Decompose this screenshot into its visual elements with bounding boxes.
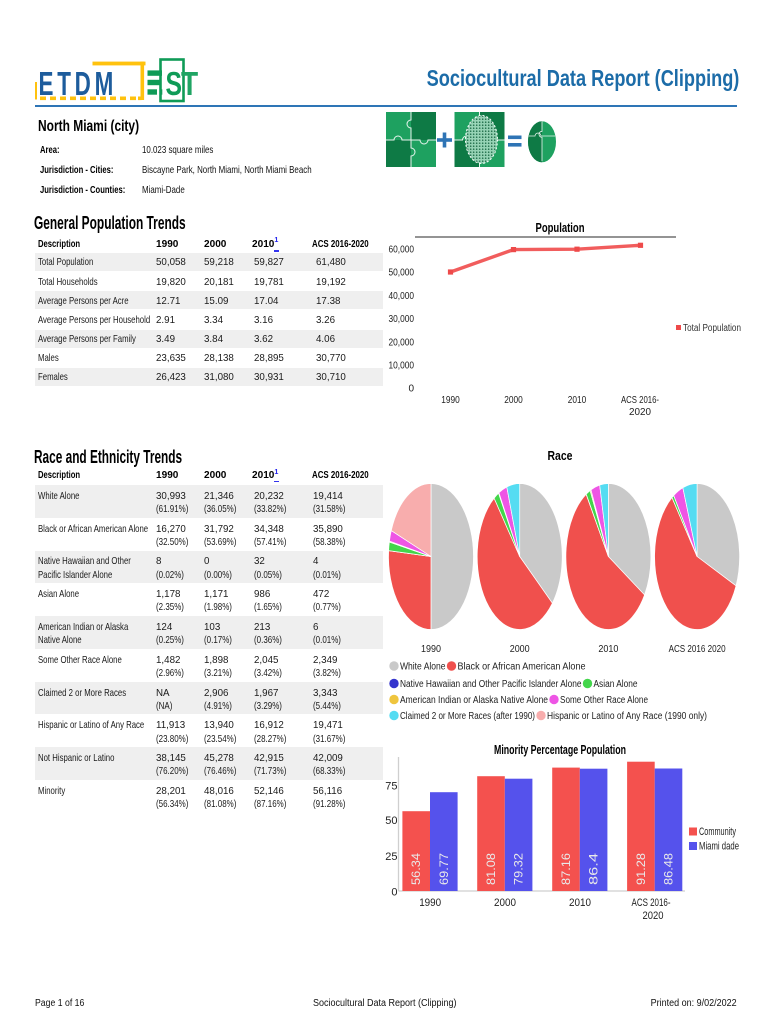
svg-text:Minority Percentage Population: Minority Percentage Population bbox=[494, 742, 626, 757]
svg-text:Asian Alone: Asian Alone bbox=[594, 679, 638, 690]
svg-text:1990: 1990 bbox=[419, 897, 441, 909]
svg-text:Black or African American Alon: Black or African American Alone bbox=[458, 662, 586, 673]
svg-text:Hispanic or Latino of Any Race: Hispanic or Latino of Any Race (1990 onl… bbox=[547, 711, 707, 722]
svg-text:2020: 2020 bbox=[629, 407, 651, 418]
svg-text:2010: 2010 bbox=[598, 644, 618, 655]
svg-text:30,000: 30,000 bbox=[389, 314, 415, 325]
svg-text:81.08: 81.08 bbox=[486, 853, 498, 885]
svg-text:20,000: 20,000 bbox=[389, 337, 415, 348]
svg-text:1990: 1990 bbox=[441, 395, 460, 406]
svg-text:50: 50 bbox=[385, 815, 397, 827]
svg-text:86.48: 86.48 bbox=[664, 853, 676, 885]
svg-text:75: 75 bbox=[385, 781, 397, 793]
svg-text:2000: 2000 bbox=[510, 644, 530, 655]
svg-text:Miami dade: Miami dade bbox=[699, 841, 739, 853]
svg-text:ACS 2016-: ACS 2016- bbox=[621, 395, 659, 406]
svg-text:69.77: 69.77 bbox=[439, 853, 451, 885]
svg-text:86.4: 86.4 bbox=[589, 852, 601, 885]
svg-text:2020: 2020 bbox=[643, 910, 664, 922]
svg-text:0: 0 bbox=[408, 384, 414, 395]
svg-text:10,000: 10,000 bbox=[389, 361, 415, 372]
svg-text:0: 0 bbox=[391, 887, 397, 899]
svg-text:Total Population: Total Population bbox=[683, 323, 741, 334]
svg-text:91.28: 91.28 bbox=[636, 853, 648, 885]
svg-text:S: S bbox=[166, 67, 183, 103]
svg-text:Claimed 2 or More Races (after: Claimed 2 or More Races (after 1990) bbox=[400, 711, 535, 722]
svg-text:Community: Community bbox=[699, 826, 736, 838]
svg-text:Race: Race bbox=[548, 449, 573, 463]
svg-text:ACS 2016-: ACS 2016- bbox=[632, 897, 671, 909]
svg-text:2010: 2010 bbox=[569, 897, 591, 909]
svg-text:2010: 2010 bbox=[568, 395, 587, 406]
svg-text:Some Other Race Alone: Some Other Race Alone bbox=[560, 695, 648, 706]
svg-text:87.16: 87.16 bbox=[561, 853, 573, 885]
svg-text:American Indian or Alaska Nati: American Indian or Alaska Native Alone bbox=[400, 695, 548, 706]
svg-text:56.34: 56.34 bbox=[411, 852, 423, 885]
svg-text:25: 25 bbox=[385, 851, 397, 863]
svg-text:ETDM: ETDM bbox=[39, 65, 118, 102]
svg-text:1990: 1990 bbox=[421, 644, 441, 655]
svg-text:60,000: 60,000 bbox=[389, 245, 415, 256]
svg-text:79.32: 79.32 bbox=[514, 853, 526, 885]
svg-text:Population: Population bbox=[536, 221, 585, 235]
svg-text:Native Hawaiian and Other Paci: Native Hawaiian and Other Pacific Island… bbox=[400, 679, 582, 690]
svg-text:T: T bbox=[181, 66, 198, 103]
svg-text:ACS 2016 2020: ACS 2016 2020 bbox=[669, 644, 726, 655]
svg-text:40,000: 40,000 bbox=[389, 291, 415, 302]
svg-text:2000: 2000 bbox=[504, 395, 523, 406]
svg-text:2000: 2000 bbox=[494, 897, 516, 909]
svg-text:White Alone: White Alone bbox=[400, 662, 446, 673]
svg-text:50,000: 50,000 bbox=[389, 268, 415, 279]
